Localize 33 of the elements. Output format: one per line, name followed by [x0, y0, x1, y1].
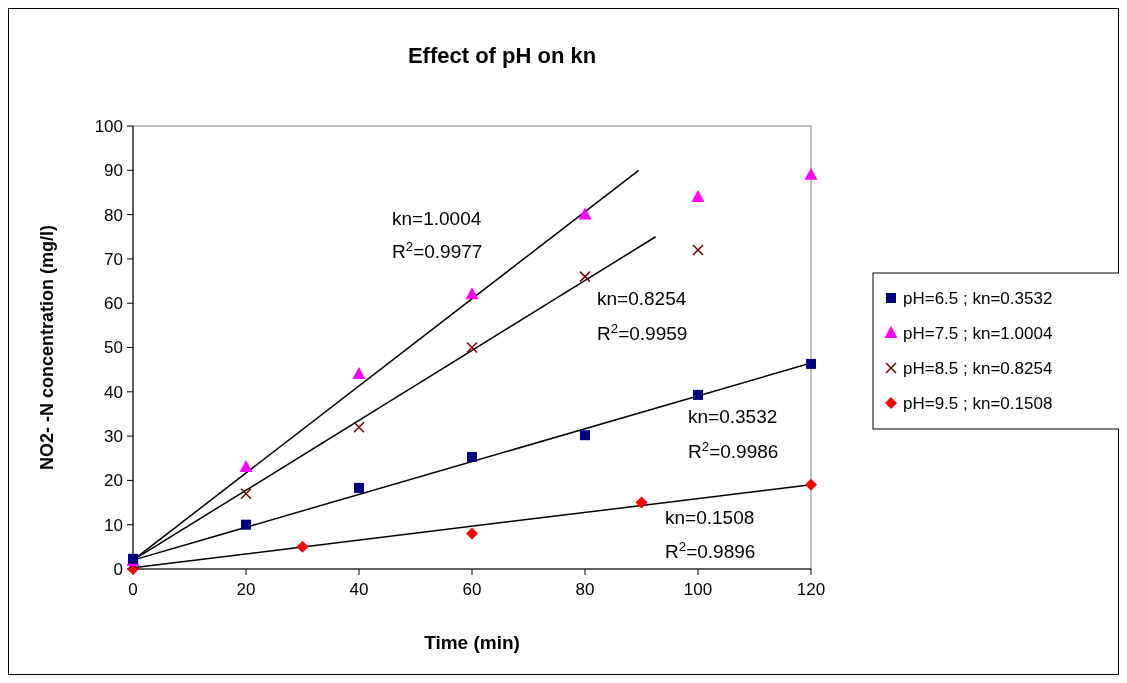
annotation: R$^{2}$=0.9896 — [665, 538, 756, 562]
y-tick-label: 90 — [104, 161, 123, 181]
y-tick-label: 40 — [104, 382, 123, 402]
y-tick-label: 100 — [94, 116, 123, 136]
annotation: kn=0.3532 — [688, 406, 778, 427]
annotation: kn=0.8254 — [597, 288, 687, 309]
y-tick-label: 20 — [104, 471, 123, 491]
legend-label: pH=7.5 ; kn=1.0004 — [903, 323, 1053, 343]
annotation: kn=1.0004 — [392, 208, 482, 229]
y-tick-label: 70 — [104, 249, 123, 269]
y-tick-label: 50 — [104, 338, 123, 358]
annotation: R$^{2}$=0.9977 — [392, 238, 483, 262]
legend-label: pH=9.5 ; kn=0.1508 — [903, 393, 1053, 413]
legend-label: pH=8.5 ; kn=0.8254 — [903, 358, 1053, 378]
x-tick-label: 40 — [349, 580, 369, 599]
x-axis-title: Time (min) — [424, 632, 520, 653]
y-tick-label: 60 — [104, 294, 123, 314]
y-tick-label: 30 — [104, 427, 123, 447]
x-tick-label: 0 — [128, 580, 138, 599]
x-tick-label: 120 — [796, 580, 826, 599]
x-tick-label: 80 — [575, 580, 595, 599]
chart-title: Effect of pH on kn — [407, 43, 597, 68]
x-tick-label: 60 — [462, 580, 482, 599]
y-tick-label: 80 — [104, 205, 123, 225]
annotation: R$^{2}$=0.9959 — [597, 320, 688, 344]
annotation: kn=0.1508 — [665, 507, 755, 528]
annotation: R$^{2}$=0.9986 — [688, 438, 779, 462]
y-tick-label: 0 — [113, 559, 123, 579]
x-tick-label: 20 — [236, 580, 256, 599]
legend-label: pH=6.5 ; kn=0.3532 — [903, 288, 1053, 308]
y-axis-title: NO2- -N concentration (mg/l) — [37, 224, 57, 471]
x-tick-label: 100 — [683, 580, 713, 599]
y-tick-label: 10 — [104, 515, 123, 535]
